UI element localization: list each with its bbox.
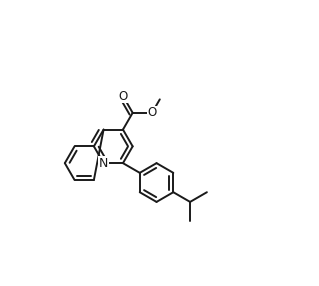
Text: O: O xyxy=(118,90,128,102)
Text: O: O xyxy=(147,106,157,119)
Text: N: N xyxy=(99,157,108,170)
